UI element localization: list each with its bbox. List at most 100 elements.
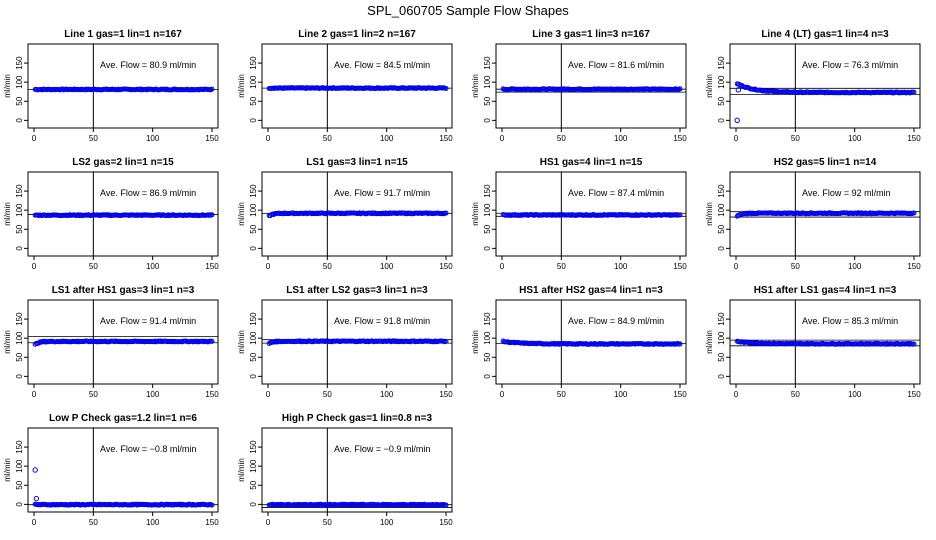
y-tick-label: 0 <box>15 246 24 251</box>
x-tick-label: 0 <box>734 390 739 399</box>
y-axis-label: ml/min <box>3 202 12 226</box>
plot-title: Line 4 (LT) gas=1 lin=4 n=3 <box>761 29 889 40</box>
y-tick-label: 150 <box>15 312 24 326</box>
x-tick-label: 150 <box>907 262 921 271</box>
plot-panel: LS1 after HS1 gas=3 lin=1 n=3 ml/min 0 50 10… <box>3 285 219 399</box>
ave-flow-annotation: Ave. Flow = 85.3 ml/min <box>802 316 898 326</box>
x-tick-label: 50 <box>89 518 98 527</box>
ave-flow-annotation: Ave. Flow = 87.4 ml/min <box>568 188 664 198</box>
data-point <box>443 85 449 91</box>
y-tick-label: 100 <box>483 75 492 89</box>
plot-title: Line 3 gas=1 lin=3 n=167 <box>532 29 650 40</box>
y-axis-label: ml/min <box>471 74 480 98</box>
plot-panel: Line 2 gas=1 lin=2 n=167 ml/min 0 50 100 150 0… <box>237 29 453 143</box>
x-tick-label: 50 <box>89 390 98 399</box>
ave-flow-annotation: Ave. Flow = 84.5 ml/min <box>334 60 430 70</box>
plot-frame <box>261 43 453 129</box>
plot-title: LS2 gas=2 lin=1 n=15 <box>72 157 174 168</box>
y-tick-label: 0 <box>249 118 258 123</box>
plot-frame <box>27 427 219 513</box>
x-tick-label: 50 <box>557 390 566 399</box>
ave-flow-annotation: Ave. Flow = 80.9 ml/min <box>100 60 196 70</box>
x-tick-label: 100 <box>380 518 394 527</box>
x-tick-label: 0 <box>734 262 739 271</box>
plot-panel: Low P Check gas=1.2 lin=1 n=6 ml/min 0 50 10… <box>3 413 219 527</box>
y-tick-label: 50 <box>717 352 726 361</box>
x-tick-label: 100 <box>614 390 628 399</box>
y-tick-label: 0 <box>15 502 24 507</box>
x-tick-label: 100 <box>848 262 862 271</box>
ave-flow-annotation: Ave. Flow = −0.8 ml/min <box>100 444 196 454</box>
plot-frame <box>729 43 921 129</box>
data-point <box>32 467 38 473</box>
y-tick-label: 100 <box>249 459 258 473</box>
figure-title: SPL_060705 Sample Flow Shapes <box>367 3 569 18</box>
data-point <box>209 338 215 344</box>
y-tick-label: 50 <box>717 224 726 233</box>
y-tick-label: 50 <box>717 96 726 105</box>
x-tick-label: 50 <box>323 390 332 399</box>
plot-panel: Line 4 (LT) gas=1 lin=4 n=3 ml/min 0 50 100 1… <box>705 29 921 143</box>
x-tick-label: 150 <box>205 518 219 527</box>
y-tick-label: 100 <box>15 75 24 89</box>
plot-frame <box>495 43 687 129</box>
plot-title: LS1 after LS2 gas=3 lin=1 n=3 <box>286 285 428 296</box>
y-tick-label: 0 <box>15 118 24 123</box>
x-tick-label: 50 <box>791 134 800 143</box>
x-tick-label: 150 <box>205 262 219 271</box>
plot-frame <box>495 171 687 257</box>
x-tick-label: 0 <box>500 262 505 271</box>
y-tick-label: 100 <box>483 203 492 217</box>
x-tick-label: 150 <box>439 262 453 271</box>
ave-flow-annotation: Ave. Flow = 84.9 ml/min <box>568 316 664 326</box>
plot-title: High P Check gas=1 lin=0.8 n=3 <box>282 413 433 424</box>
x-tick-label: 100 <box>146 262 160 271</box>
plot-frame <box>261 427 453 513</box>
plot-panel: Line 1 gas=1 lin=1 n=167 ml/min 0 50 100 150 0… <box>3 29 219 143</box>
y-tick-label: 100 <box>717 203 726 217</box>
y-tick-label: 50 <box>15 352 24 361</box>
plot-title: HS1 after LS1 gas=4 lin=1 n=3 <box>754 285 897 296</box>
plot-panel: LS1 gas=3 lin=1 n=15 ml/min 0 50 100 150 0 50 10… <box>237 157 453 271</box>
x-tick-label: 0 <box>32 518 37 527</box>
y-tick-label: 150 <box>15 184 24 198</box>
y-tick-label: 50 <box>483 352 492 361</box>
y-axis-label: ml/min <box>471 330 480 354</box>
plot-panel: HS1 after LS1 gas=4 lin=1 n=3 ml/min 0 50 10… <box>705 285 921 399</box>
x-tick-label: 50 <box>791 390 800 399</box>
data-point <box>33 495 40 502</box>
plot-panel: HS1 gas=4 lin=1 n=15 ml/min 0 50 100 150 0 50 10… <box>471 157 687 271</box>
x-tick-label: 50 <box>323 262 332 271</box>
ave-flow-annotation: Ave. Flow = 91.8 ml/min <box>334 316 430 326</box>
data-point <box>911 210 917 216</box>
y-axis-label: ml/min <box>705 330 714 354</box>
y-tick-label: 100 <box>717 75 726 89</box>
x-tick-label: 150 <box>907 390 921 399</box>
y-tick-label: 150 <box>15 440 24 454</box>
x-tick-label: 100 <box>614 262 628 271</box>
y-tick-label: 50 <box>15 96 24 105</box>
y-tick-label: 50 <box>483 224 492 233</box>
x-tick-label: 0 <box>266 134 271 143</box>
plot-frame <box>729 299 921 385</box>
plot-panel: LS2 gas=2 lin=1 n=15 ml/min 0 50 100 150 0 50 10… <box>3 157 219 271</box>
ave-flow-annotation: Ave. Flow = 86.9 ml/min <box>100 188 196 198</box>
y-tick-label: 100 <box>249 203 258 217</box>
plot-title: HS1 after HS2 gas=4 lin=1 n=3 <box>519 285 663 296</box>
ave-flow-annotation: Ave. Flow = 76.3 ml/min <box>802 60 898 70</box>
y-tick-label: 0 <box>483 374 492 379</box>
y-tick-label: 150 <box>717 184 726 198</box>
plot-title: Low P Check gas=1.2 lin=1 n=6 <box>49 413 197 424</box>
y-tick-label: 100 <box>249 75 258 89</box>
x-tick-label: 50 <box>557 134 566 143</box>
y-axis-label: ml/min <box>3 458 12 482</box>
plot-title: HS2 gas=5 lin=1 n=14 <box>774 157 877 168</box>
y-axis-label: ml/min <box>3 74 12 98</box>
x-tick-label: 50 <box>89 262 98 271</box>
y-tick-label: 0 <box>15 374 24 379</box>
y-tick-label: 150 <box>483 184 492 198</box>
y-axis-label: ml/min <box>471 202 480 226</box>
data-point <box>677 86 683 92</box>
plot-title: LS1 after HS1 gas=3 lin=1 n=3 <box>52 285 195 296</box>
